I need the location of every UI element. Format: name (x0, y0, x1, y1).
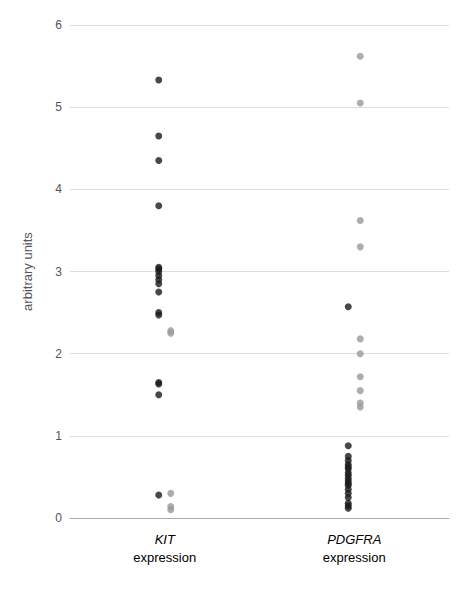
svg-text:PDGFRA: PDGFRA (327, 532, 381, 547)
svg-text:2: 2 (55, 347, 62, 361)
svg-text:KIT: KIT (155, 532, 176, 547)
svg-text:expression: expression (133, 550, 196, 565)
svg-text:3: 3 (55, 265, 62, 279)
svg-text:4: 4 (55, 182, 62, 196)
svg-text:6: 6 (55, 18, 62, 32)
svg-text:arbitrary units: arbitrary units (20, 232, 35, 311)
svg-text:0: 0 (55, 511, 62, 525)
svg-text:1: 1 (55, 429, 62, 443)
svg-text:expression: expression (323, 550, 386, 565)
svg-text:5: 5 (55, 100, 62, 114)
